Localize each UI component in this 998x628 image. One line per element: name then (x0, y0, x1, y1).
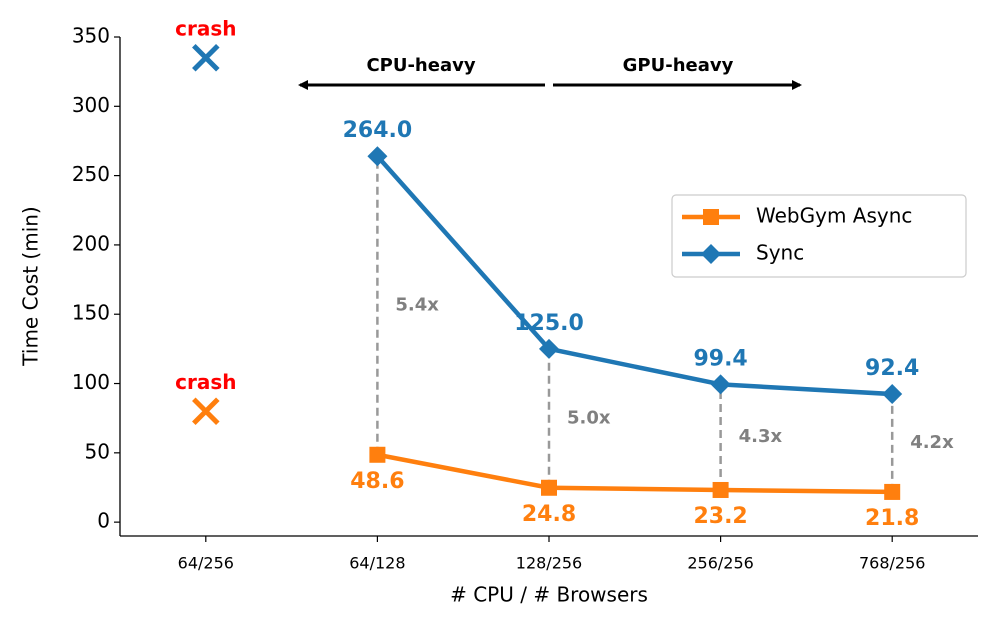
point (541, 479, 557, 496)
legend-marker (701, 244, 721, 264)
annotation: CPU-heavy (366, 55, 475, 76)
data-label: 21.8 (865, 506, 919, 531)
y-tick-label: 50 (85, 439, 110, 463)
y-tick-label: 300 (72, 93, 110, 117)
ratio-label: 5.0x (567, 407, 611, 428)
legend-label: Sync (756, 241, 804, 265)
legend-box (671, 194, 967, 278)
point (367, 146, 388, 167)
y-tick-label: 0 (97, 509, 110, 533)
point (882, 384, 903, 405)
series-line (375, 154, 893, 397)
data-label: 48.6 (350, 469, 404, 494)
point (539, 338, 559, 359)
x-tick-label: 768/256 (859, 554, 925, 573)
data-label: 23.2 (693, 504, 747, 529)
y-axis-label: Time Cost (min) (19, 206, 43, 366)
data-label: 92.4 (865, 356, 919, 381)
point (712, 481, 729, 498)
series-line (376, 452, 893, 495)
crash-marker (192, 397, 220, 426)
x-tick-label: 256/256 (687, 554, 753, 573)
data-label: 99.4 (693, 346, 747, 371)
y-tick-label: 150 (72, 301, 110, 325)
point (884, 483, 901, 500)
crash-label: crash (175, 16, 236, 40)
y-tick-label: 350 (72, 24, 110, 48)
y-tick-label: 200 (72, 231, 110, 255)
crash-marker (192, 44, 220, 72)
ratio-label: 4.3x (739, 426, 783, 447)
y-tick-label: 250 (72, 162, 110, 186)
x-tick-label: 64/256 (178, 554, 234, 573)
y-tick-label: 100 (72, 370, 110, 394)
data-label: 264.0 (343, 118, 413, 143)
legend-marker (703, 209, 719, 225)
annotation: GPU-heavy (623, 55, 734, 76)
point (710, 374, 731, 395)
ratio-label: 4.2x (910, 432, 954, 453)
x-axis-label: # CPU / # Browsers (450, 583, 648, 607)
data-label: 24.8 (522, 502, 576, 527)
data-label: 125.0 (514, 311, 584, 336)
point (369, 446, 386, 463)
legend: WebGym Async Sync (671, 194, 967, 278)
ratio-label: 5.4x (395, 294, 439, 315)
crash-label: crash (175, 370, 236, 394)
x-tick-label: 64/128 (349, 554, 405, 573)
legend-label: WebGym Async (756, 204, 912, 228)
x-tick-label: 128/256 (516, 554, 582, 573)
